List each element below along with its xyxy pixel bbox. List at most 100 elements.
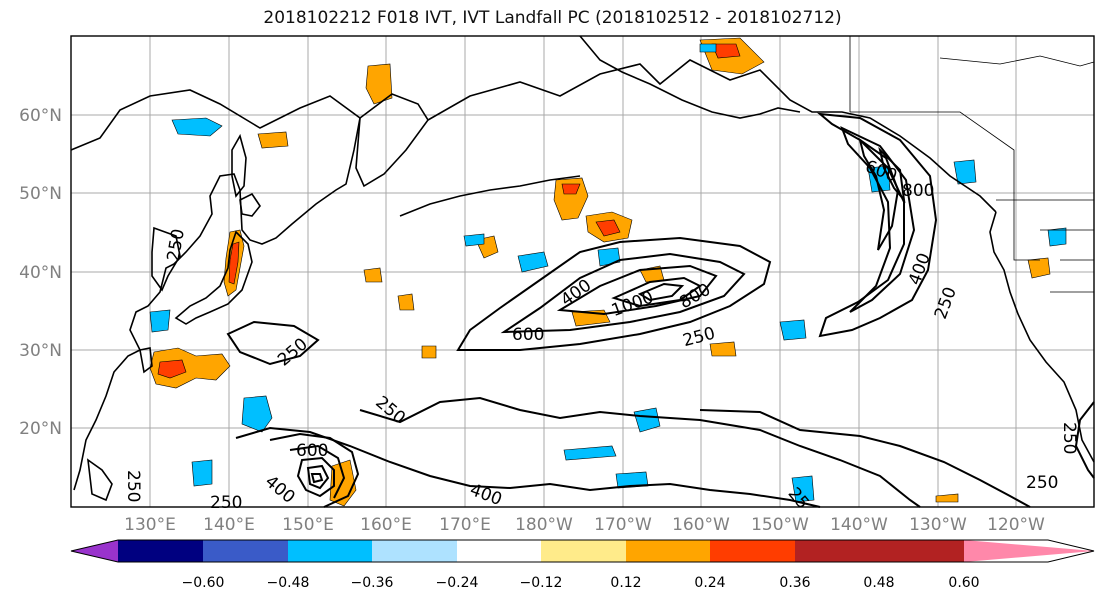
colorbar-segment	[626, 540, 710, 562]
border-states-1	[1013, 200, 1040, 261]
contour-sw-250	[226, 320, 320, 366]
colorbar-tick-label: 0.48	[863, 575, 894, 591]
colorbar-tick-label: −0.36	[351, 575, 394, 591]
colorbar-segment	[879, 540, 964, 562]
border-top	[939, 55, 1095, 67]
patch-blue-6	[563, 445, 617, 461]
contour-label: 250	[123, 470, 143, 502]
patch-ecs-core	[157, 359, 187, 379]
contour-label: 600	[512, 325, 544, 345]
colorbar-outline	[70, 539, 1095, 563]
contour-typhoon-1	[269, 432, 360, 508]
ivt-contours	[226, 112, 1095, 508]
lon-label-120w: 120°W	[987, 515, 1045, 535]
contour-se-250	[699, 409, 1031, 508]
contour-nw-400	[840, 126, 916, 313]
patch-blue-7	[779, 319, 807, 341]
patch-blue-2	[241, 395, 273, 433]
patch-small-o3	[397, 293, 415, 311]
patch-blue-13	[149, 309, 171, 333]
contour-ar-800	[611, 276, 702, 308]
lon-label-150w: 150°W	[751, 515, 809, 535]
patch-cpac-2-core	[561, 183, 581, 195]
contour-typhoon-5	[310, 473, 324, 484]
patch-top-orange-core	[711, 43, 741, 59]
patch-cpac-2	[553, 177, 589, 221]
coast-na-west	[989, 211, 1095, 463]
patch-blue-11	[791, 475, 815, 503]
patch-small-o2	[363, 267, 383, 283]
patch-small-o5	[421, 345, 437, 359]
contour-nw-600	[858, 137, 900, 251]
coast-korea	[151, 226, 181, 292]
patch-small-o4	[709, 341, 737, 357]
colorbar-extend-left	[71, 540, 118, 562]
patch-ne-orange	[1027, 257, 1051, 279]
contour-typhoon-3	[296, 456, 335, 498]
colorbar-tick-label: 0.24	[694, 575, 725, 591]
lon-label-150e: 150°E	[282, 515, 334, 535]
patch-blue-5	[633, 407, 661, 433]
colorbar-segment	[710, 540, 795, 562]
coast-hokkaido	[239, 192, 261, 217]
colorbar-tick-label: −0.60	[182, 575, 225, 591]
lat-label-20n: 20°N	[19, 419, 62, 439]
contour-label: 600	[296, 441, 328, 461]
lon-label-180w: 180°W	[515, 515, 573, 535]
lon-label-160w: 160°W	[672, 515, 730, 535]
coast-philippines	[86, 458, 113, 502]
contour-ar-1000	[637, 282, 685, 302]
contour-typhoon-4	[306, 464, 330, 490]
lon-label-140e: 140°E	[203, 515, 255, 535]
colorbar-segment	[372, 540, 457, 562]
coast-taiwan	[139, 347, 153, 374]
lon-label-130e: 130°E	[124, 515, 176, 535]
lon-label-170w: 170°W	[594, 515, 652, 535]
lat-label-50n: 50°N	[19, 184, 62, 204]
lon-label-140w: 140°W	[830, 515, 888, 535]
admin-borders	[849, 36, 1095, 300]
colorbar-tick-label: −0.48	[267, 575, 310, 591]
coast-alaska	[579, 35, 801, 119]
contour-label: 800	[902, 181, 934, 201]
lon-labels: 130°E 140°E 150°E 160°E 170°E 180°W 170°…	[124, 515, 1045, 535]
patch-cpac-1-core	[595, 219, 621, 237]
coast-kamchatka	[355, 93, 429, 188]
colorbar-segment	[288, 540, 372, 562]
contour-s-250	[359, 396, 921, 508]
colorbar-segment	[118, 540, 203, 562]
lon-label-170e: 170°E	[439, 515, 491, 535]
contour-typhoon-2	[289, 444, 346, 499]
colorbar-segment	[795, 540, 879, 562]
patch-blue-14	[463, 233, 485, 247]
colorbar-extend-right	[964, 540, 1094, 562]
coast-sakhalin	[231, 133, 247, 198]
coast-aleutians	[399, 175, 581, 217]
coast-japan	[174, 230, 253, 325]
contour-label: 250	[210, 493, 242, 513]
lat-labels: 60°N 50°N 40°N 30°N 20°N	[19, 106, 62, 439]
patch-blue-16	[699, 43, 717, 53]
border-bc	[850, 111, 1015, 200]
contour-ar-600	[556, 264, 718, 316]
colorbar-tick-label: 0.60	[948, 575, 979, 591]
colorbar-segment	[457, 540, 541, 562]
patch-blue-3	[517, 251, 549, 273]
colorbar-segment	[203, 540, 288, 562]
colorbar	[70, 539, 1095, 563]
colorbar-tick-label: 0.36	[779, 575, 810, 591]
lat-label-60n: 60°N	[19, 106, 62, 126]
lat-label-30n: 30°N	[19, 341, 62, 361]
coastlines	[70, 35, 1095, 502]
colorbar-tick-label: −0.12	[520, 575, 563, 591]
lon-label-160e: 160°E	[360, 515, 412, 535]
colorbar-tick-label: −0.24	[436, 575, 479, 591]
patch-blue-9	[953, 159, 977, 185]
patch-small-o7	[935, 493, 959, 503]
patch-small-o6	[257, 131, 289, 149]
contour-label: 250	[1059, 422, 1079, 454]
map-border	[70, 35, 1095, 508]
patch-japan-core	[228, 241, 240, 285]
map-title: 2018102212 F018 IVT, IVT Landfall PC (20…	[263, 8, 842, 28]
